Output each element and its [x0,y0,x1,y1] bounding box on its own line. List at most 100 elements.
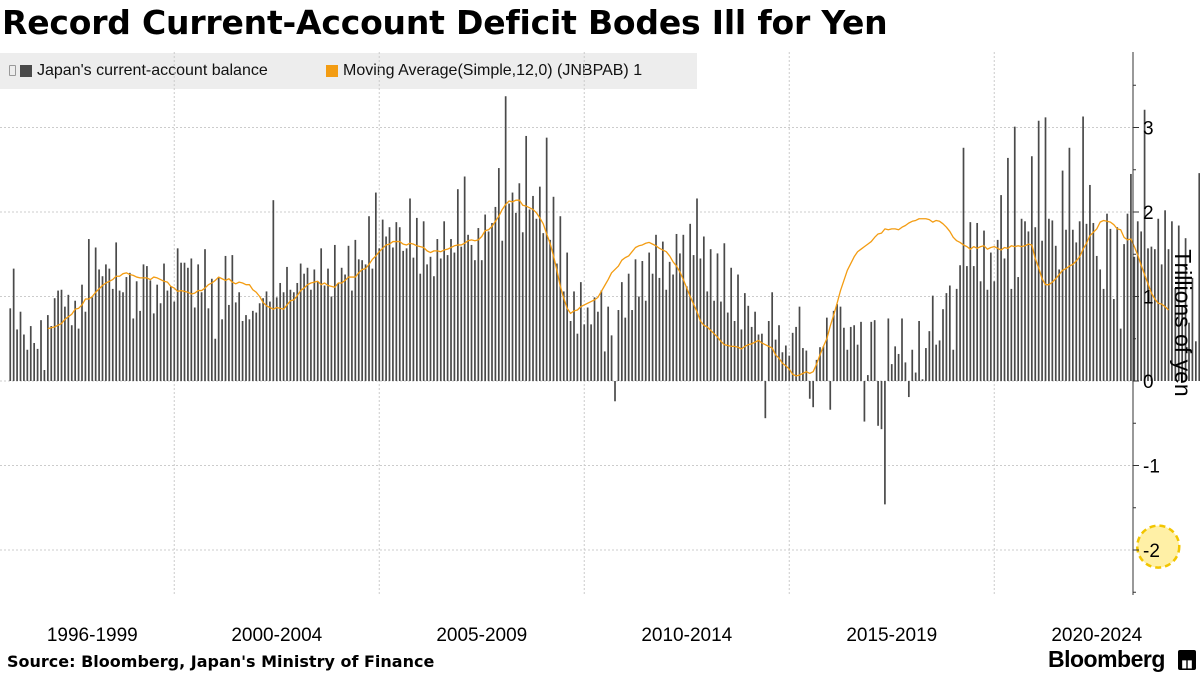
moving-average-series [47,199,1169,377]
bar [819,347,821,381]
bar [1126,213,1129,381]
bar [761,333,763,381]
bar [57,290,59,381]
bar [549,239,551,381]
bar [146,266,148,381]
bar [1123,244,1125,381]
bar [456,189,459,381]
bar [689,223,692,381]
bar [265,291,268,381]
bar [70,325,73,381]
x-tick-label: 2010-2014 [641,625,732,646]
bar [1147,248,1149,381]
bar [429,256,432,381]
bar [330,296,333,381]
bar [200,292,203,381]
bar [303,273,305,381]
bar [901,318,903,381]
bar [415,217,418,381]
bar [122,292,124,381]
y-tick-label: 2 [1143,203,1154,224]
bar [1198,173,1200,381]
bar [515,212,517,381]
bar [856,344,859,381]
bar [33,342,36,381]
bar [545,137,548,381]
bar [327,268,329,381]
bar [791,332,794,381]
bar [1058,269,1061,381]
bar [860,321,862,381]
bar [996,239,999,381]
bar [279,282,282,381]
x-tick-label: 2000-2004 [231,625,322,646]
bar [84,311,87,381]
bar [36,348,39,381]
bar [586,307,589,381]
bar [292,292,295,381]
bar [976,222,979,381]
bar [364,264,367,381]
bar [1140,231,1143,381]
bar [798,306,801,381]
bar [159,303,162,381]
bar [631,310,633,381]
bar [286,266,288,381]
bar [897,353,900,381]
bar [627,273,630,381]
bar [737,274,739,381]
bar [1194,341,1197,381]
bar [9,308,12,381]
bar [132,318,135,381]
bar [559,216,562,381]
legend-swatch-line [326,65,338,77]
grid-lines [0,52,1133,595]
bar [740,329,743,381]
bar [183,262,186,381]
bar [108,268,111,381]
y-tick-label: -2 [1143,541,1160,562]
bar [607,306,610,381]
bar [115,242,118,381]
legend-toggle-icon[interactable] [9,65,16,76]
y-tick-label: 3 [1143,119,1154,140]
bar [255,312,258,381]
bar [931,295,934,381]
bar [180,262,182,381]
bar [566,252,569,381]
bar [371,268,374,381]
bar [1071,229,1074,381]
bar [1171,221,1173,381]
bar [825,317,828,382]
legend-item-moving-average[interactable]: Moving Average(Simple,12,0) (JNBPAB) 1 [326,53,642,89]
bar [1061,170,1064,381]
bar [863,381,866,422]
bar [723,243,726,381]
bar [504,96,507,382]
bar [713,300,715,381]
bar [467,234,469,381]
bar [12,268,15,381]
legend-item-current-account[interactable]: Japan's current-account balance [20,53,268,89]
bar [388,227,391,381]
bar-series [9,96,1200,505]
bar [125,277,128,381]
bar [351,290,353,381]
bar [494,206,497,381]
bar [945,293,948,381]
bar [1030,156,1033,381]
legend: Japan's current-account balance Moving A… [0,53,697,89]
bar [696,198,698,381]
bar [877,381,879,426]
highlight-group [1136,524,1181,569]
bar [275,297,278,381]
bar [750,326,753,381]
y-tick-label: 1 [1143,288,1154,309]
bar [884,381,886,505]
bar [238,292,241,381]
bar [805,350,808,381]
bar [374,192,377,381]
bar [347,245,350,381]
bar [477,228,480,381]
bar [706,291,709,381]
